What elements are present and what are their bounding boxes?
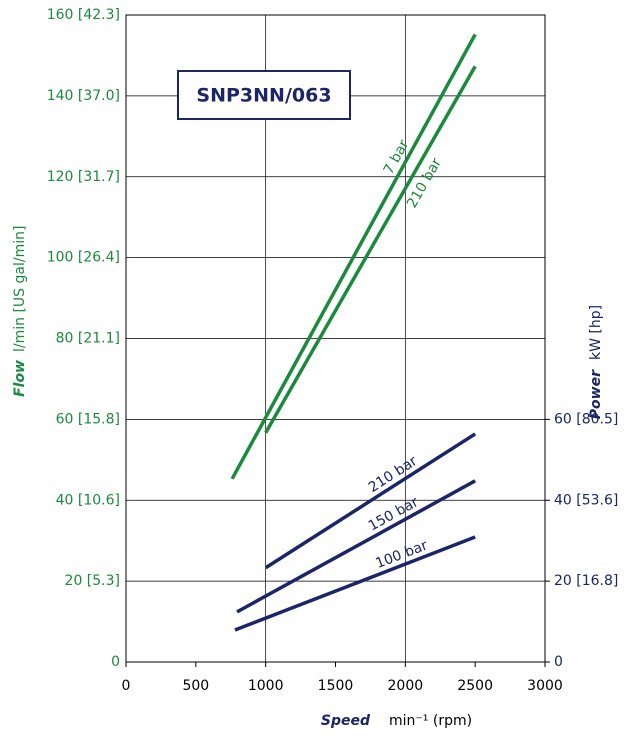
y2-axis-unit: kW [hp]	[588, 305, 604, 360]
x-tick-label: 3000	[527, 678, 563, 694]
y2-tick-label: 60 [80.5]	[554, 411, 618, 427]
x-tick-label: 2500	[457, 678, 493, 694]
y-tick-label: 140 [37.0]	[47, 88, 120, 104]
y-tick-label: 120 [31.7]	[47, 169, 120, 185]
x-tick-label: 1500	[318, 678, 354, 694]
y-tick-label: 60 [15.8]	[56, 411, 120, 427]
y2-tick-label: 0	[554, 654, 563, 670]
y-tick-label: 160 [42.3]	[47, 7, 120, 23]
x-tick-label: 2000	[388, 678, 424, 694]
data-line	[264, 432, 477, 570]
x-tick-label: 1000	[248, 678, 284, 694]
y-tick-label: 20 [5.3]	[65, 573, 120, 589]
x-axis-unit: min⁻¹ (rpm)	[389, 713, 472, 729]
data-line	[234, 535, 476, 632]
data-line	[264, 65, 477, 434]
data-line	[230, 33, 477, 480]
x-tick-label: 500	[182, 678, 209, 694]
y-axis-label: Flow	[12, 360, 28, 397]
x-tick-label: 0	[122, 678, 131, 694]
y2-axis-label: Power	[588, 369, 604, 419]
y-tick-label: 0	[111, 654, 120, 670]
y2-tick-label: 40 [53.6]	[554, 492, 618, 508]
y-tick-label: 40 [10.6]	[56, 492, 120, 508]
y-tick-label: 100 [26.4]	[47, 250, 120, 266]
data-line	[236, 479, 477, 614]
x-axis-label: Speed	[321, 713, 371, 729]
y-axis-unit: l/min [US gal/min]	[12, 226, 28, 352]
y2-tick-label: 20 [16.8]	[554, 573, 618, 589]
title-box	[177, 70, 351, 120]
y-tick-label: 80 [21.1]	[56, 331, 120, 347]
chart-title: SNP3NN/063	[196, 85, 331, 107]
